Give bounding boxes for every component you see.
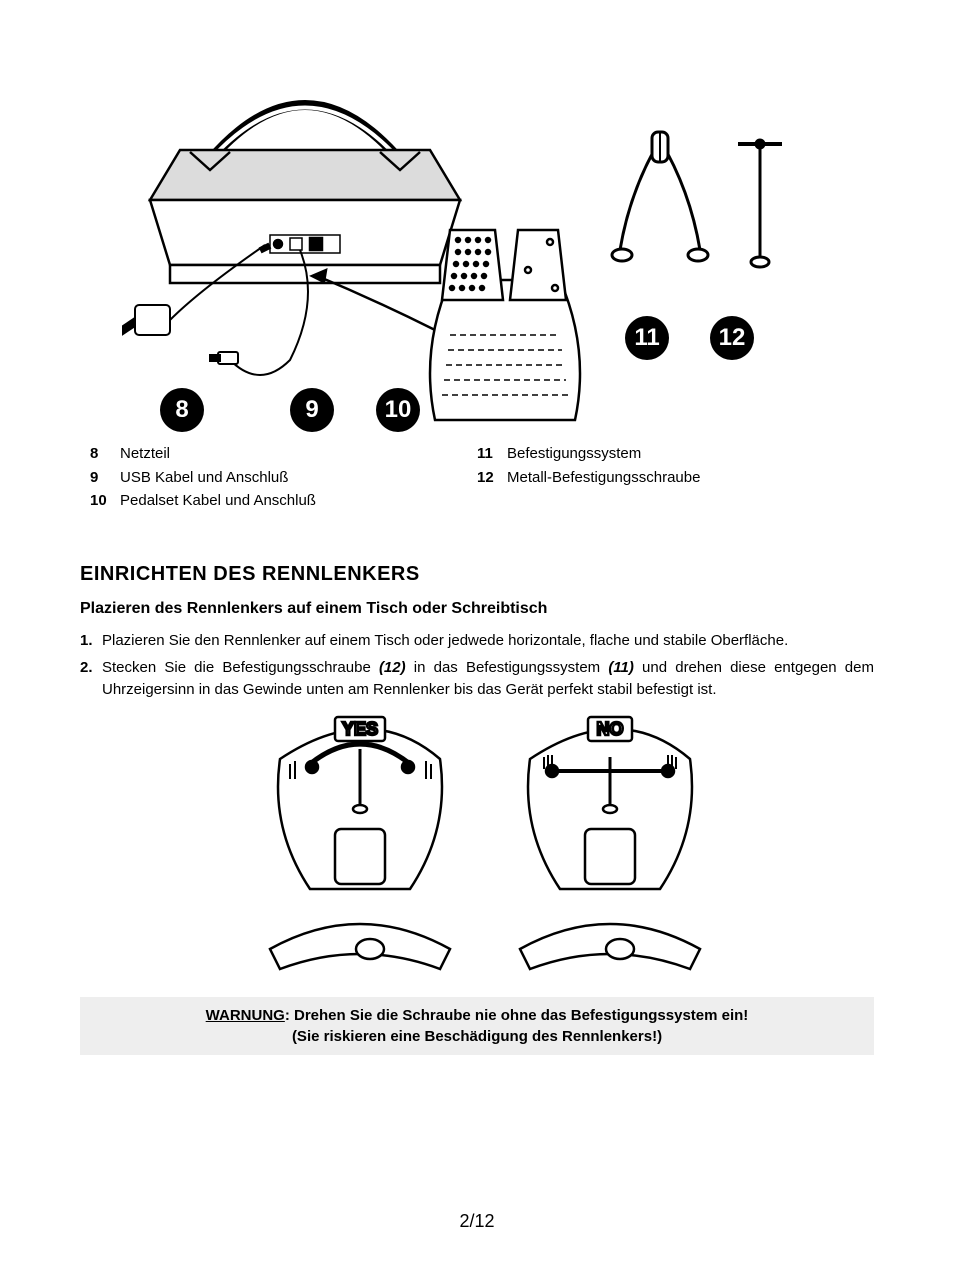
- section-title: EINRICHTEN DES RENNLENKERS: [80, 563, 874, 586]
- step-item: 2. Stecken Sie die Befestigungsschraube …: [80, 657, 874, 701]
- step-fragment: in das Befestigungssystem: [406, 659, 609, 676]
- callout-9: 9: [290, 388, 334, 432]
- legend-label: Pedalset Kabel und Anschluß: [120, 491, 316, 511]
- legend-num: 9: [90, 468, 120, 488]
- callout-12: 12: [710, 316, 754, 360]
- legend-num: 10: [90, 491, 120, 511]
- step-number: 2.: [80, 657, 102, 701]
- step-number: 1.: [80, 630, 102, 652]
- legend-label: USB Kabel und Anschluß: [120, 468, 288, 488]
- warning-text-1: : Drehen Sie die Schraube nie ohne das B…: [285, 1007, 748, 1024]
- legend-num: 11: [477, 444, 507, 464]
- parts-diagram: 8 9 10 11 12: [80, 70, 874, 440]
- legend-label: Netzteil: [120, 444, 170, 464]
- legend-col-left: 8 Netzteil 9 USB Kabel und Anschluß 10 P…: [90, 444, 477, 515]
- legend-item: 11 Befestigungssystem: [477, 444, 864, 464]
- warning-text-2: (Sie riskieren eine Beschädigung des Ren…: [292, 1028, 662, 1045]
- setup-steps: 1. Plazieren Sie den Rennlenker auf eine…: [80, 630, 874, 701]
- part-ref: (12): [379, 659, 406, 676]
- callout-10: 10: [376, 388, 420, 432]
- legend-label: Befestigungssystem: [507, 444, 641, 464]
- legend-col-right: 11 Befestigungssystem 12 Metall-Befestig…: [477, 444, 864, 515]
- legend-item: 8 Netzteil: [90, 444, 477, 464]
- legend-num: 8: [90, 444, 120, 464]
- warning-label: WARNUNG: [206, 1007, 285, 1024]
- manual-page: 8 9 10 11 12 8 Netzteil 9 USB Kabel und …: [0, 0, 954, 1272]
- step-fragment: Stecken Sie die Befestigungsschraube: [102, 659, 379, 676]
- parts-legend: 8 Netzteil 9 USB Kabel und Anschluß 10 P…: [80, 444, 874, 515]
- legend-item: 12 Metall-Befestigungsschraube: [477, 468, 864, 488]
- no-label: NO: [597, 719, 624, 739]
- subsection-title: Plazieren des Rennlenkers auf einem Tisc…: [80, 600, 874, 618]
- callout-11: 11: [625, 316, 669, 360]
- legend-label: Metall-Befestigungsschraube: [507, 468, 700, 488]
- step-text: Plazieren Sie den Rennlenker auf einem T…: [102, 630, 874, 652]
- page-number: 2/12: [0, 1211, 954, 1232]
- yes-no-svg: YES NO: [230, 709, 730, 979]
- step-item: 1. Plazieren Sie den Rennlenker auf eine…: [80, 630, 874, 652]
- part-ref: (11): [608, 659, 634, 676]
- callout-8: 8: [160, 388, 204, 432]
- yes-no-diagram: YES NO: [80, 709, 874, 979]
- legend-item: 9 USB Kabel und Anschluß: [90, 468, 477, 488]
- yes-label: YES: [342, 719, 378, 739]
- step-text: Stecken Sie die Befestigungsschraube (12…: [102, 657, 874, 701]
- warning-box: WARNUNG: Drehen Sie die Schraube nie ohn…: [80, 997, 874, 1055]
- parts-diagram-svg: [80, 70, 874, 440]
- legend-num: 12: [477, 468, 507, 488]
- legend-item: 10 Pedalset Kabel und Anschluß: [90, 491, 477, 511]
